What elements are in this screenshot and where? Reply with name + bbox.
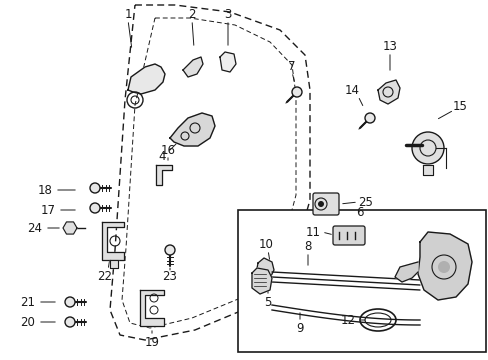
Text: 9: 9 xyxy=(296,321,303,334)
Text: 20: 20 xyxy=(20,315,35,328)
Polygon shape xyxy=(170,113,215,146)
Text: 25: 25 xyxy=(358,195,373,208)
Circle shape xyxy=(90,183,100,193)
Polygon shape xyxy=(256,258,273,280)
Polygon shape xyxy=(128,64,164,94)
Text: 7: 7 xyxy=(287,59,295,72)
Polygon shape xyxy=(220,52,236,72)
Circle shape xyxy=(65,297,75,307)
Polygon shape xyxy=(417,232,471,300)
Text: 2: 2 xyxy=(188,8,195,21)
Polygon shape xyxy=(110,260,118,268)
Text: 10: 10 xyxy=(258,238,273,251)
Text: 5: 5 xyxy=(264,296,271,309)
Text: 6: 6 xyxy=(356,206,363,219)
Polygon shape xyxy=(102,222,124,260)
Text: 18: 18 xyxy=(38,184,52,197)
Text: 11: 11 xyxy=(305,225,320,238)
Text: 14: 14 xyxy=(344,84,359,96)
Text: 24: 24 xyxy=(27,221,42,234)
Circle shape xyxy=(90,203,100,213)
Text: 13: 13 xyxy=(382,40,397,53)
Circle shape xyxy=(291,87,302,97)
Circle shape xyxy=(164,245,175,255)
Text: 17: 17 xyxy=(41,203,55,216)
Text: 15: 15 xyxy=(451,99,467,112)
Text: 16: 16 xyxy=(160,144,175,157)
FancyBboxPatch shape xyxy=(312,193,338,215)
Polygon shape xyxy=(394,262,417,282)
Polygon shape xyxy=(251,268,271,294)
FancyBboxPatch shape xyxy=(332,226,364,245)
Polygon shape xyxy=(422,165,432,175)
Text: 23: 23 xyxy=(162,270,177,283)
Circle shape xyxy=(65,317,75,327)
Text: 22: 22 xyxy=(97,270,112,283)
Text: 4: 4 xyxy=(158,150,165,163)
Polygon shape xyxy=(183,57,203,77)
Text: 12: 12 xyxy=(340,314,355,327)
Circle shape xyxy=(411,132,443,164)
Text: 19: 19 xyxy=(144,336,159,348)
Bar xyxy=(238,210,485,352)
Text: 3: 3 xyxy=(224,8,231,21)
Text: 1: 1 xyxy=(124,9,131,22)
Circle shape xyxy=(317,201,324,207)
Circle shape xyxy=(437,261,449,273)
Polygon shape xyxy=(156,165,172,185)
Circle shape xyxy=(364,113,374,123)
Polygon shape xyxy=(377,80,399,104)
Polygon shape xyxy=(140,290,163,326)
Text: 21: 21 xyxy=(20,296,36,309)
Polygon shape xyxy=(63,222,77,234)
Text: 8: 8 xyxy=(304,239,311,252)
